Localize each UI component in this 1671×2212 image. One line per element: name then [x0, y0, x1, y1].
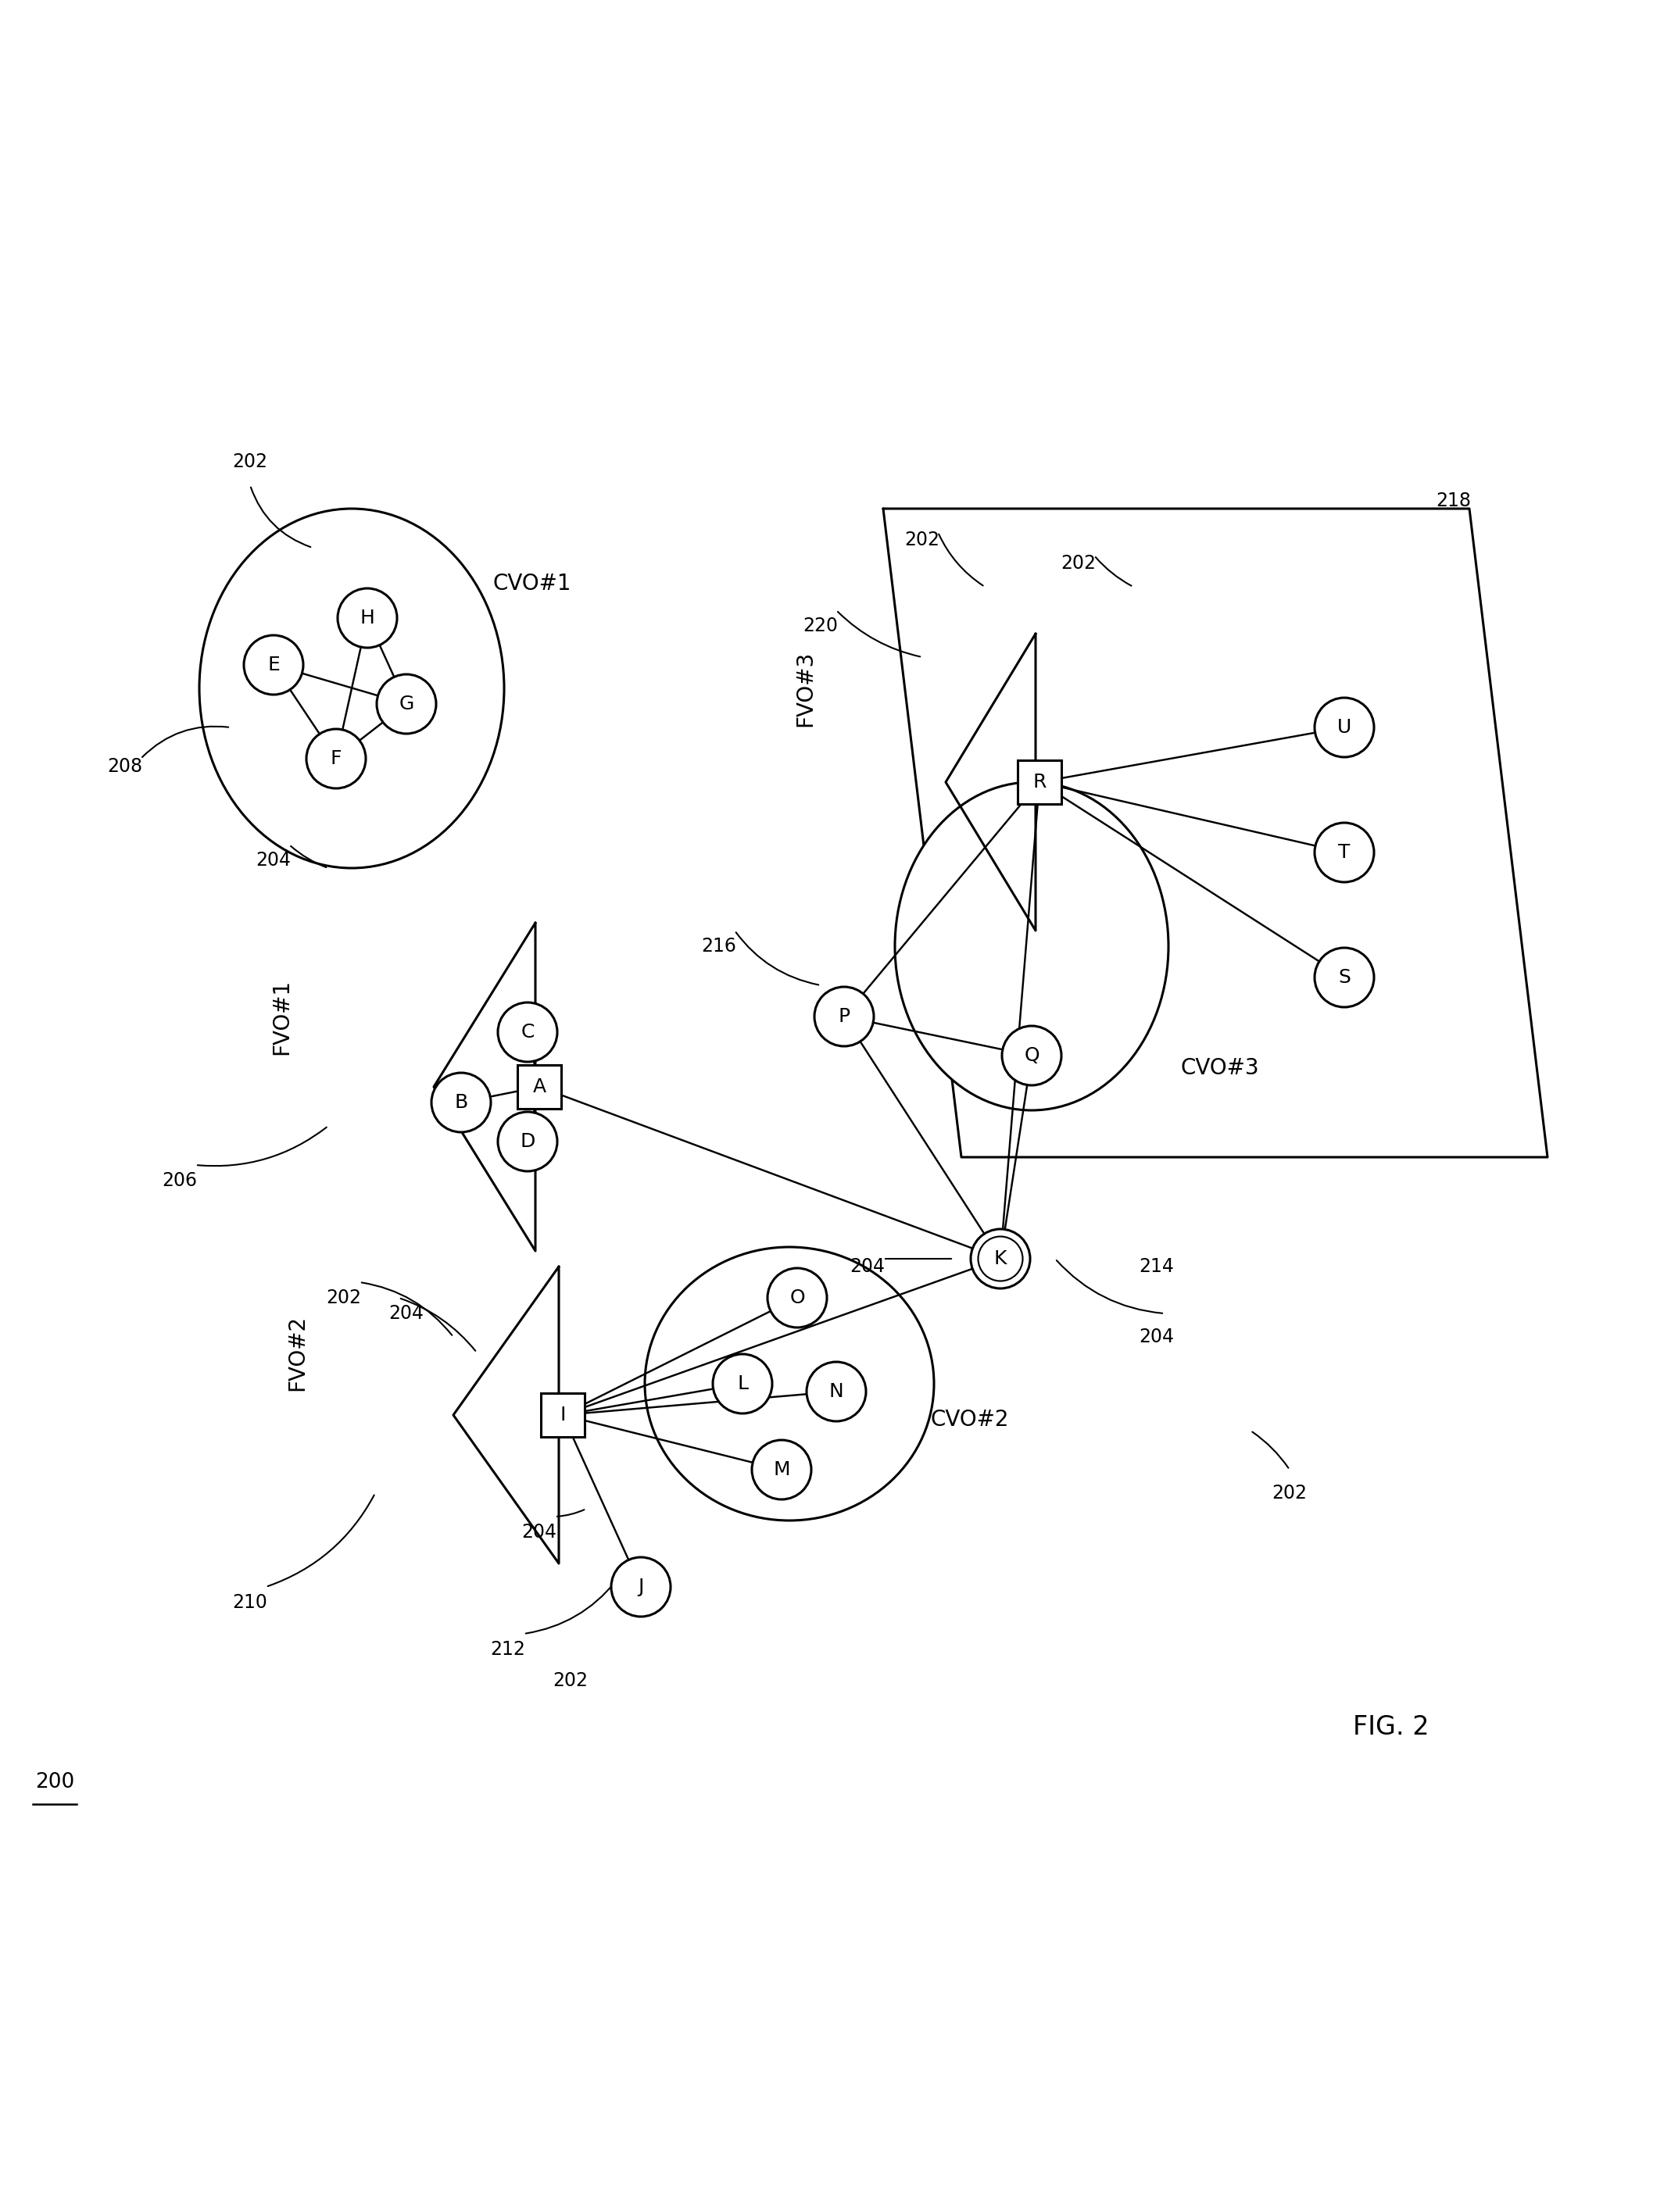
- Circle shape: [431, 1073, 491, 1133]
- Circle shape: [1315, 823, 1374, 883]
- Text: FVO#1: FVO#1: [271, 978, 292, 1055]
- Text: M: M: [774, 1460, 790, 1480]
- Text: 202: 202: [1272, 1484, 1307, 1502]
- Bar: [1018, 761, 1061, 803]
- Circle shape: [714, 1354, 772, 1413]
- Text: 200: 200: [35, 1772, 74, 1792]
- Text: N: N: [829, 1382, 844, 1400]
- Text: 218: 218: [1435, 491, 1470, 511]
- Text: G: G: [399, 695, 414, 714]
- Text: F: F: [331, 750, 343, 768]
- Circle shape: [244, 635, 302, 695]
- Bar: [541, 1394, 585, 1438]
- Text: FIG. 2: FIG. 2: [1354, 1714, 1429, 1741]
- Text: 216: 216: [702, 938, 737, 956]
- Text: U: U: [1337, 719, 1352, 737]
- Circle shape: [971, 1230, 1029, 1287]
- Text: 204: 204: [389, 1305, 424, 1323]
- Text: R: R: [1033, 772, 1046, 792]
- Text: B: B: [455, 1093, 468, 1113]
- Text: 204: 204: [256, 852, 291, 869]
- Circle shape: [1003, 1026, 1061, 1086]
- Ellipse shape: [645, 1248, 934, 1520]
- Text: 210: 210: [232, 1593, 267, 1613]
- Text: 202: 202: [904, 531, 939, 549]
- Circle shape: [306, 730, 366, 787]
- Circle shape: [498, 1002, 556, 1062]
- Text: I: I: [560, 1405, 566, 1425]
- Text: O: O: [789, 1287, 805, 1307]
- Text: 220: 220: [804, 617, 839, 635]
- Text: P: P: [839, 1006, 851, 1026]
- Text: FVO#3: FVO#3: [794, 650, 815, 726]
- Text: 214: 214: [1140, 1256, 1175, 1276]
- Text: 204: 204: [521, 1522, 556, 1542]
- Text: 212: 212: [491, 1639, 526, 1659]
- Text: S: S: [1338, 969, 1350, 987]
- Circle shape: [752, 1440, 812, 1500]
- Text: 204: 204: [851, 1256, 886, 1276]
- Text: H: H: [359, 608, 374, 628]
- Circle shape: [612, 1557, 670, 1617]
- Text: T: T: [1338, 843, 1350, 863]
- Text: D: D: [520, 1133, 535, 1150]
- Circle shape: [1315, 947, 1374, 1006]
- Text: 204: 204: [1140, 1327, 1175, 1347]
- Text: 206: 206: [162, 1170, 197, 1190]
- Text: A: A: [533, 1077, 546, 1097]
- Text: 208: 208: [107, 757, 142, 776]
- Text: CVO#2: CVO#2: [931, 1409, 1009, 1431]
- Circle shape: [376, 675, 436, 734]
- Text: E: E: [267, 655, 279, 675]
- Text: 202: 202: [326, 1287, 361, 1307]
- Circle shape: [807, 1363, 866, 1422]
- Text: 202: 202: [232, 453, 267, 471]
- Text: K: K: [994, 1250, 1008, 1267]
- Ellipse shape: [896, 783, 1168, 1110]
- Text: L: L: [737, 1374, 749, 1394]
- Ellipse shape: [199, 509, 505, 867]
- Text: C: C: [521, 1022, 535, 1042]
- Text: J: J: [638, 1577, 643, 1597]
- Text: 202: 202: [1061, 553, 1096, 573]
- Bar: [518, 1064, 561, 1108]
- Circle shape: [814, 987, 874, 1046]
- Text: CVO#1: CVO#1: [493, 573, 571, 595]
- Text: 202: 202: [553, 1672, 588, 1690]
- Circle shape: [498, 1113, 556, 1170]
- Circle shape: [1315, 697, 1374, 757]
- Text: CVO#3: CVO#3: [1180, 1057, 1258, 1079]
- Text: Q: Q: [1024, 1046, 1039, 1064]
- Circle shape: [338, 588, 398, 648]
- Circle shape: [767, 1267, 827, 1327]
- Text: FVO#2: FVO#2: [286, 1314, 307, 1391]
